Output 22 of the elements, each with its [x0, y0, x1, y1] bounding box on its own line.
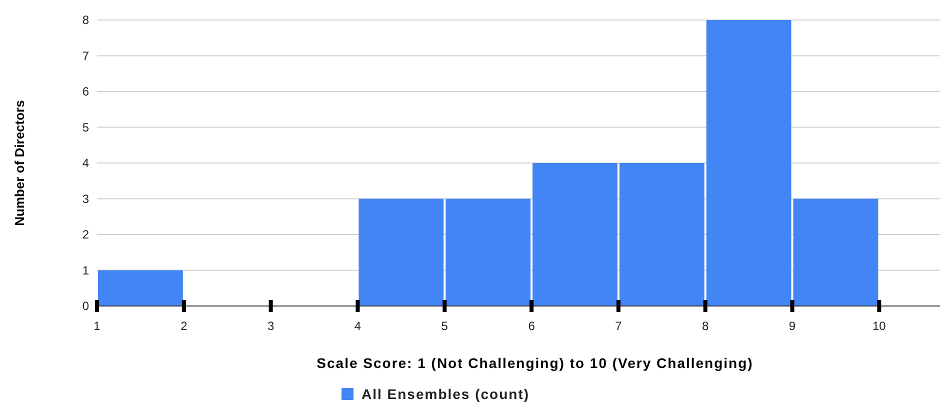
- x-tick-label: 5: [441, 319, 448, 333]
- x-tick-label: 2: [180, 319, 188, 333]
- y-tick-label: 5: [82, 120, 90, 134]
- y-tick-label: 0: [82, 299, 90, 313]
- x-tick-label: 9: [788, 319, 796, 333]
- x-tick-label: 6: [528, 319, 536, 333]
- y-tick-label: 4: [82, 156, 90, 170]
- y-tick-label: 3: [82, 192, 90, 206]
- y-tick-label: 7: [82, 48, 90, 63]
- y-axis-title: Number of Directors: [12, 100, 27, 226]
- x-tick-label: 4: [354, 319, 362, 333]
- x-tick-label: 3: [267, 319, 274, 333]
- y-tick-label: 8: [82, 13, 90, 27]
- x-tick-label: 1: [94, 319, 101, 333]
- x-tick-label: 8: [702, 319, 710, 333]
- y-tick-label: 2: [82, 228, 90, 242]
- legend-label: All Ensembles (count): [362, 386, 530, 402]
- y-tick-label: 6: [82, 84, 90, 98]
- x-tick-label: 10: [872, 319, 886, 333]
- y-tick-label: 1: [82, 263, 90, 278]
- x-tick-label: 7: [615, 319, 622, 333]
- x-axis-title: Scale Score: 1 (Not Challenging) to 10 (Very Challenging): [316, 355, 754, 371]
